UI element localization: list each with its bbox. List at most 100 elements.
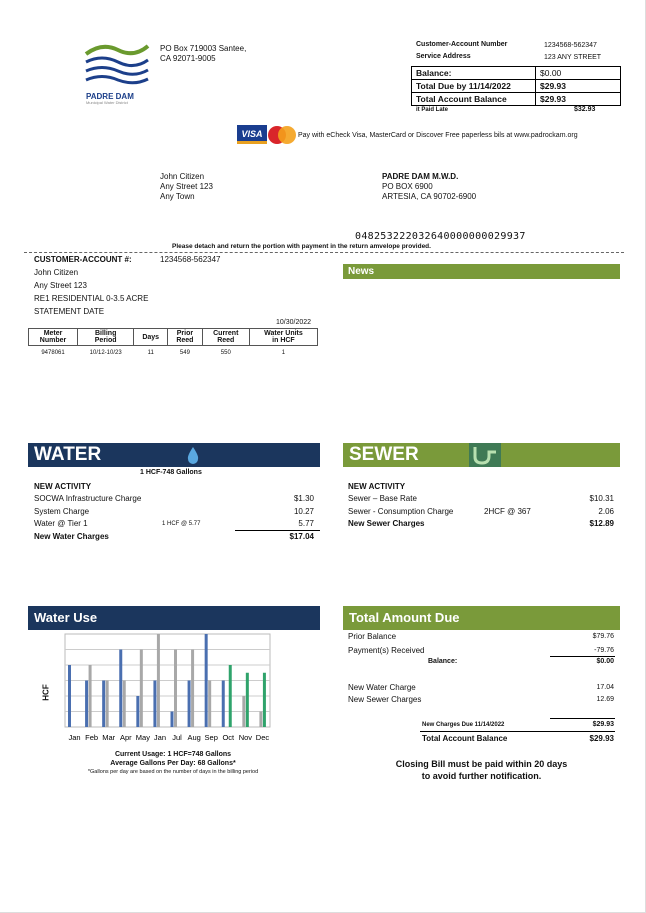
bar bbox=[259, 711, 263, 727]
x-tick-label: Oct bbox=[222, 733, 235, 742]
bar bbox=[262, 672, 266, 727]
x-tick-label: Jul bbox=[172, 733, 182, 742]
water-conversion: 1 HCF-748 Gallons bbox=[140, 469, 202, 476]
closing-notice: to avoid further notification. bbox=[421, 771, 542, 781]
balance-label: Balance: bbox=[411, 66, 536, 80]
header-billing-period: Billing Period bbox=[77, 328, 135, 346]
water-units: 1 bbox=[281, 350, 286, 356]
new-charges-due-label: New Charges Due 11/14/2022 bbox=[422, 722, 505, 728]
water-item-amount: 10.27 bbox=[293, 507, 314, 516]
x-tick-label: Feb bbox=[85, 733, 98, 742]
water-use-chart: Jan Feb Mar Apr May Jan Jul Aug Sep Oct Nov Dec bbox=[64, 633, 271, 742]
balance-label: Balance: bbox=[428, 658, 458, 665]
water-header: WATER bbox=[28, 443, 320, 467]
chart-caption: Average Gallons Per Day: 68 Gallons* bbox=[110, 760, 236, 767]
remit-address-line: PO BOX 6900 bbox=[382, 182, 433, 191]
sewer-item-label: Sewer - Consumption Charge bbox=[348, 507, 454, 516]
current-reed: 550 bbox=[220, 350, 231, 356]
balance-value: $0.00 bbox=[535, 66, 621, 80]
header-days: Days bbox=[133, 328, 169, 346]
closing-notice: Closing Bill must be paid within 20 days bbox=[395, 759, 568, 769]
meter-table: Meter Number Billing Period Days Prior Reed… bbox=[27, 328, 319, 358]
sewer-activity-label: NEW ACTIVITY bbox=[348, 482, 406, 491]
water-item-label: Water @ Tier 1 bbox=[34, 519, 88, 528]
water-drop-icon bbox=[187, 447, 199, 464]
account-number-label: Customer-Account Number bbox=[416, 41, 508, 48]
summary-row: Total Due by 11/14/2022 $29.93 bbox=[411, 79, 621, 93]
total-due-header: Total Amount Due bbox=[343, 606, 620, 630]
news-header: News bbox=[343, 264, 620, 279]
padre-dam-logo bbox=[84, 44, 150, 85]
chart-ylabel: HCF bbox=[41, 684, 51, 701]
district-address-line-1: PO Box 719003 Santee, bbox=[160, 44, 247, 53]
meter-number: 9478061 bbox=[41, 350, 65, 356]
bar bbox=[85, 680, 89, 727]
bar bbox=[136, 696, 140, 727]
bar bbox=[228, 665, 232, 727]
statement-date: 10/30/2022 bbox=[276, 319, 312, 326]
sewer-title: SEWER bbox=[349, 444, 419, 465]
water-item-amount: $1.30 bbox=[293, 494, 314, 503]
summary-row: Balance: $0.00 bbox=[411, 66, 621, 80]
water-item-label: System Charge bbox=[34, 507, 90, 516]
bar bbox=[88, 665, 92, 727]
bar bbox=[187, 680, 191, 727]
mastercard-logo bbox=[268, 126, 296, 144]
divider bbox=[550, 718, 615, 719]
x-tick-label: Mar bbox=[102, 733, 115, 742]
water-item-label: SOCWA Infrastructure Charge bbox=[34, 494, 142, 503]
header-water-units: Water Units in HCF bbox=[248, 328, 319, 346]
logo-text: PADRE DAM bbox=[86, 92, 134, 101]
service-address-value: 123 ANY STREET bbox=[544, 54, 602, 61]
x-tick-label: Aug bbox=[187, 733, 200, 742]
water-use-header: Water Use bbox=[28, 606, 320, 630]
bar bbox=[102, 680, 106, 727]
scanline: 048253222032640000000029937 bbox=[355, 231, 526, 242]
bar bbox=[119, 649, 123, 727]
visa-logo: VISA bbox=[237, 125, 267, 144]
bar bbox=[153, 680, 157, 727]
water-total: $17.04 bbox=[289, 532, 314, 541]
water-total-label: New Water Charges bbox=[34, 532, 109, 541]
header-meter-number: Meter Number bbox=[27, 328, 79, 346]
bar bbox=[191, 649, 195, 727]
x-tick-label: Dec bbox=[256, 733, 270, 742]
chart-footnote: *Gallons per day are based on the number… bbox=[87, 769, 259, 775]
new-water-charge: 17.04 bbox=[596, 684, 614, 691]
bar bbox=[221, 680, 225, 727]
billing-period: 10/12-10/23 bbox=[89, 350, 122, 356]
sewer-item-amount: 2.06 bbox=[598, 507, 614, 516]
customer-info-line: RE1 RESIDENTIAL 0-3.5 ACRE bbox=[34, 294, 149, 303]
x-tick-label: May bbox=[136, 733, 150, 742]
prior-balance-label: Prior Balance bbox=[348, 632, 397, 641]
new-sewer-charges-label: New Sewer Charges bbox=[348, 695, 422, 704]
balance: $0.00 bbox=[596, 658, 614, 665]
table-row: 9478061 10/12-10/23 11 549 550 1 bbox=[29, 346, 318, 358]
bar bbox=[68, 665, 71, 727]
water-activity-label: NEW ACTIVITY bbox=[34, 482, 92, 491]
balance-summary-table: Balance: $0.00 Total Due by 11/14/2022 $29… bbox=[411, 66, 621, 106]
x-tick-label: Jan bbox=[154, 733, 166, 742]
sewer-total: $12.89 bbox=[589, 519, 614, 528]
total-balance-value: $29.93 bbox=[535, 92, 621, 106]
customer-account-label: CUSTOMER-ACCOUNT #: bbox=[34, 255, 132, 264]
customer-address-line: Any Street 123 bbox=[160, 182, 213, 191]
new-charges-due: $29.93 bbox=[592, 721, 614, 728]
bar bbox=[122, 680, 126, 727]
x-tick-label: Jan bbox=[68, 733, 80, 742]
x-tick-label: Sep bbox=[205, 733, 218, 742]
detach-note: Please detach and return the portion wit… bbox=[172, 243, 431, 250]
total-account-balance: $29.93 bbox=[589, 734, 614, 743]
x-tick-label: Nov bbox=[239, 733, 253, 742]
bar bbox=[242, 696, 246, 727]
detach-line bbox=[24, 252, 624, 253]
water-title: WATER bbox=[34, 444, 102, 465]
new-sewer-charges: 12.69 bbox=[596, 696, 614, 703]
customer-address-line: Any Town bbox=[160, 192, 195, 201]
service-address-label: Service Address bbox=[416, 53, 471, 60]
x-tick-label: Apr bbox=[120, 733, 132, 742]
sewer-item-amount: $10.31 bbox=[589, 494, 614, 503]
late-label: it Paid Late bbox=[416, 107, 449, 113]
header-prior-reed: Prior Reed bbox=[167, 328, 203, 346]
customer-address-line: John Citizen bbox=[160, 172, 205, 181]
